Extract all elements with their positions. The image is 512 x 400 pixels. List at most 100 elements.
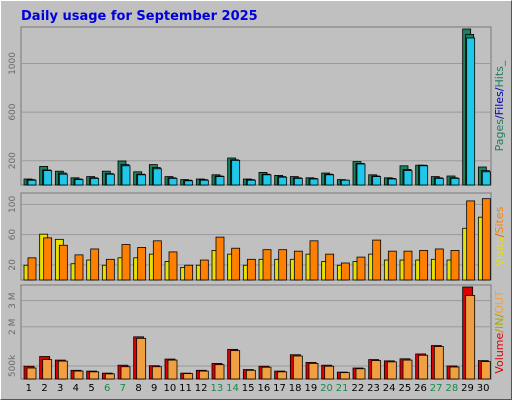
- x-tick-label: 13: [210, 383, 223, 394]
- legend-middle: Visits/Sites: [493, 206, 506, 266]
- out-bar: [386, 361, 397, 380]
- sites-bar: [450, 250, 460, 281]
- out-bar: [339, 372, 350, 380]
- out-bar: [418, 354, 429, 380]
- out-bar: [151, 366, 162, 380]
- out-bar: [230, 350, 241, 380]
- out-bar: [57, 360, 68, 380]
- x-tick-label: 14: [226, 383, 239, 394]
- sites-bar: [278, 249, 288, 281]
- x-tick-label: 23: [367, 383, 380, 394]
- out-bar: [292, 355, 303, 380]
- y-tick-label: 600: [8, 103, 18, 120]
- out-bar: [308, 363, 319, 380]
- files-bar: [325, 174, 335, 186]
- legend-entry: Files: [493, 91, 506, 115]
- out-bar: [261, 366, 272, 380]
- y-tick-label: 500k: [8, 354, 18, 377]
- files-bar: [90, 177, 100, 186]
- out-bar: [433, 346, 444, 380]
- y-tick-label: 1000: [8, 52, 18, 75]
- files-bar: [152, 168, 162, 186]
- x-tick-label: 3: [57, 383, 63, 394]
- files-bar: [231, 159, 241, 186]
- x-tick-label: 27: [430, 383, 443, 394]
- sites-bar: [74, 254, 84, 281]
- x-tick-label: 2: [41, 383, 47, 394]
- sites-bar: [58, 244, 68, 281]
- sites-bar: [434, 248, 444, 281]
- sites-bar: [168, 251, 178, 281]
- panel-top: [20, 26, 492, 186]
- files-bar: [419, 165, 429, 186]
- files-bar: [137, 174, 147, 186]
- files-bar: [278, 176, 288, 186]
- files-bar: [466, 37, 476, 186]
- out-bar: [480, 361, 491, 380]
- x-tick-label: 15: [242, 383, 255, 394]
- x-tick-label: 6: [104, 383, 110, 394]
- out-bar: [277, 371, 288, 380]
- files-bar: [293, 177, 303, 186]
- out-bar: [104, 373, 115, 380]
- files-bar: [168, 177, 178, 186]
- files-bar: [340, 179, 350, 186]
- files-bar: [105, 173, 115, 186]
- files-bar: [199, 179, 209, 186]
- x-tick-label: 21: [336, 383, 349, 394]
- x-tick-label: 11: [179, 383, 192, 394]
- sites-bar: [293, 250, 303, 281]
- out-bar: [26, 367, 37, 380]
- legend-entry: Sites: [493, 206, 506, 233]
- files-bar: [215, 176, 225, 186]
- x-tick-label: 28: [445, 383, 458, 394]
- sites-bar: [215, 236, 225, 281]
- legend-entry: Pages: [493, 119, 506, 152]
- out-bar: [324, 365, 335, 380]
- legend-bottom: Volume/IN/OUT: [493, 290, 506, 374]
- panel-middle: [20, 192, 492, 281]
- legend-top: Pages/Files/Hits_: [493, 60, 506, 151]
- out-bar: [245, 369, 256, 380]
- out-bar: [120, 366, 131, 380]
- legend-entry: Volume: [493, 332, 506, 373]
- files-bar: [434, 177, 444, 186]
- x-tick-label: 29: [461, 383, 474, 394]
- y-tick-label: 2 M: [8, 319, 18, 335]
- out-bar: [371, 360, 382, 380]
- x-tick-label: 1: [26, 383, 32, 394]
- out-bar: [198, 370, 209, 380]
- sites-bar: [231, 247, 241, 281]
- x-tick-label: 12: [195, 383, 208, 394]
- x-tick-label: 30: [477, 383, 490, 394]
- files-bar: [74, 179, 84, 186]
- files-bar: [356, 163, 366, 186]
- y-tick-label: 200: [8, 152, 18, 169]
- sites-bar: [403, 250, 413, 281]
- sites-bar: [419, 250, 429, 281]
- sites-bar: [481, 198, 491, 281]
- sites-bar: [262, 249, 272, 281]
- sites-bar: [309, 240, 319, 281]
- x-tick-label: 20: [320, 383, 333, 394]
- files-bar: [184, 180, 194, 186]
- sites-bar: [199, 259, 209, 281]
- legend-entry: /: [493, 87, 506, 91]
- out-bar: [402, 359, 413, 380]
- sites-bar: [246, 258, 256, 281]
- legend-entry: /: [493, 233, 506, 237]
- x-tick-label: 18: [289, 383, 302, 394]
- files-bar: [27, 179, 37, 186]
- sites-bar: [121, 244, 131, 281]
- out-bar: [136, 337, 147, 380]
- legend-entry: /: [493, 115, 506, 119]
- y-tick-label: 3 M: [8, 292, 18, 308]
- files-bar: [403, 170, 413, 186]
- chart-title: Daily usage for September 2025: [21, 9, 258, 24]
- files-bar: [262, 174, 272, 186]
- x-tick-label: 8: [135, 383, 141, 394]
- sites-bar: [340, 262, 350, 281]
- x-tick-label: 4: [73, 383, 79, 394]
- x-tick-label: 5: [88, 383, 94, 394]
